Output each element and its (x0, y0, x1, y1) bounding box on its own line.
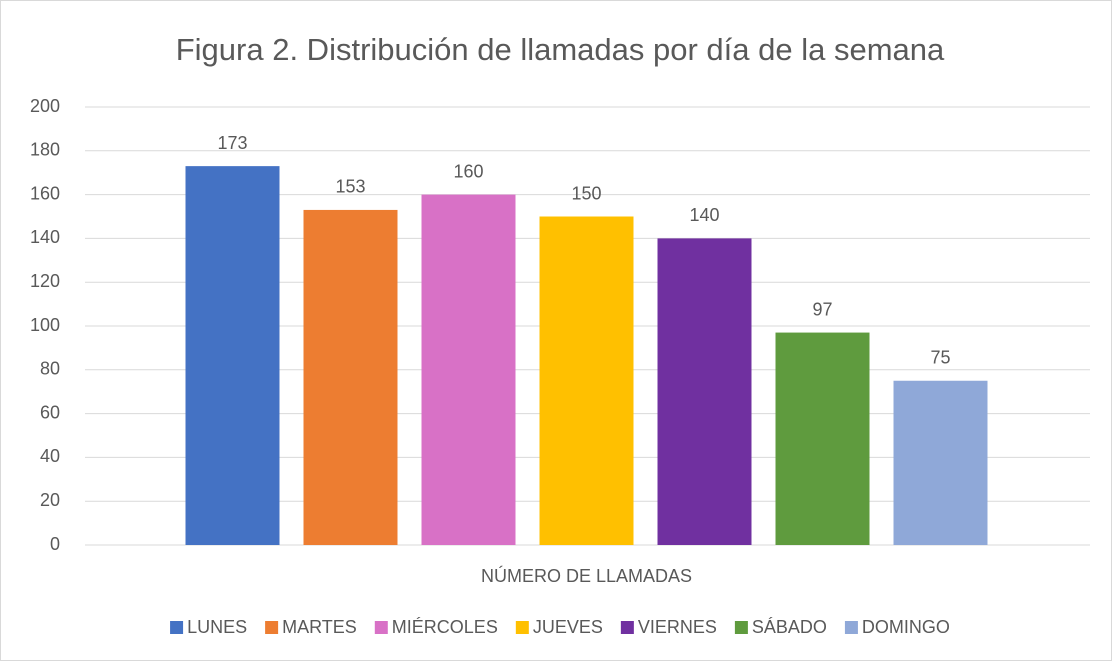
y-tick-label: 40 (40, 446, 60, 466)
bar (893, 380, 988, 545)
legend-label: VIERNES (638, 617, 717, 637)
data-label: 75 (930, 348, 950, 368)
legend-label: SÁBADO (752, 617, 827, 637)
bar (539, 216, 634, 545)
y-tick-label: 100 (30, 315, 60, 335)
legend-label: DOMINGO (862, 617, 950, 637)
bar (657, 238, 752, 545)
legend-label: JUEVES (533, 617, 603, 637)
legend-swatch (170, 621, 184, 634)
y-tick-label: 80 (40, 359, 60, 379)
legend-swatch (734, 621, 748, 634)
legend-label: MIÉRCOLES (392, 617, 498, 637)
bar (775, 332, 870, 545)
legend-swatch (620, 621, 634, 634)
data-label: 97 (812, 299, 832, 319)
data-label: 173 (217, 133, 247, 153)
y-tick-label: 160 (30, 183, 60, 203)
chart-title: Figura 2. Distribución de llamadas por d… (176, 32, 945, 67)
y-tick-label: 60 (40, 402, 60, 422)
data-label: 160 (453, 161, 483, 181)
y-tick-label: 180 (30, 140, 60, 160)
legend-swatch (844, 621, 858, 634)
y-tick-label: 120 (30, 271, 60, 291)
data-label: 153 (335, 177, 365, 197)
legend-swatch (265, 621, 279, 634)
legend-label: MARTES (282, 617, 357, 637)
legend-label: LUNES (187, 617, 247, 637)
data-label: 150 (571, 183, 601, 203)
y-tick-label: 0 (50, 534, 60, 554)
x-tick-label: NÚMERO DE LLAMADAS (481, 565, 692, 586)
legend-swatch (374, 621, 388, 634)
legend-swatch (515, 621, 529, 634)
data-label: 140 (689, 205, 719, 225)
bar (421, 194, 516, 545)
y-tick-label: 140 (30, 227, 60, 247)
bar (303, 209, 398, 545)
y-tick-label: 20 (40, 490, 60, 510)
y-tick-label: 200 (30, 96, 60, 116)
bar (185, 166, 280, 545)
